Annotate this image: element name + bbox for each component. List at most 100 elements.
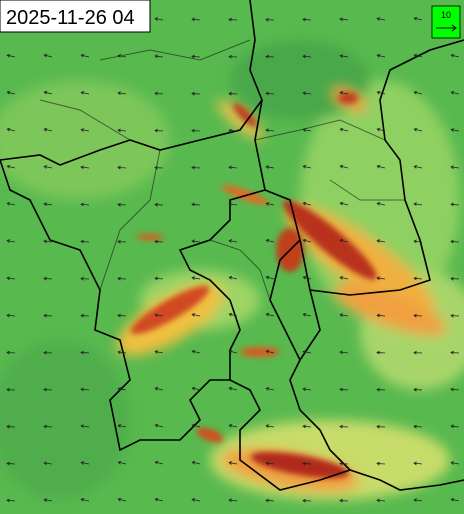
wind-arrow: [302, 498, 312, 503]
wind-arrow: [80, 165, 90, 170]
wind-arrow: [43, 165, 53, 169]
wind-arrow: [43, 127, 53, 132]
wind-arrow: [413, 350, 423, 355]
wind-arrow: [228, 312, 238, 317]
wind-arrow: [339, 498, 349, 503]
wind-arrow: [302, 54, 312, 59]
wind-arrow: [413, 90, 423, 95]
wind-arrow: [191, 313, 201, 317]
wind-arrow: [191, 498, 201, 502]
wind-arrow: [450, 424, 460, 429]
wind-arrow: [413, 239, 423, 244]
wind-arrow: [80, 276, 90, 281]
wind-arrow: [376, 127, 386, 132]
wind-arrow: [117, 313, 127, 318]
wind-arrow: [339, 387, 349, 392]
wind-arrow: [265, 461, 275, 466]
wind-arrow: [339, 201, 349, 206]
wind-arrow: [191, 386, 201, 391]
wind-arrow: [117, 460, 127, 465]
wind-arrow: [117, 54, 127, 58]
wind-arrow: [376, 201, 386, 206]
wind-arrow: [117, 424, 127, 428]
wind-arrow: [80, 202, 90, 207]
wind-arrow: [43, 90, 53, 95]
wind-arrow: [228, 17, 238, 22]
wind-arrow: [450, 165, 460, 170]
timestamp-box: [0, 0, 151, 33]
wind-arrow: [80, 90, 90, 95]
wind-arrow: [117, 387, 127, 391]
wind-arrow: [154, 423, 164, 428]
wind-arrow: [302, 350, 312, 354]
wind-arrow: [117, 239, 127, 244]
wind-arrow: [191, 17, 201, 22]
wind-arrow: [154, 17, 164, 21]
wind-arrow: [43, 313, 53, 318]
wind-arrow: [265, 238, 275, 243]
wind-arrow: [302, 201, 312, 206]
wind-arrow: [6, 90, 16, 95]
wind-arrow: [302, 17, 312, 22]
wind-arrow: [265, 54, 275, 59]
wind-arrow: [339, 17, 349, 22]
wind-arrow: [80, 53, 90, 58]
wind-arrow: [6, 164, 16, 169]
wind-arrow: [43, 239, 53, 244]
wind-arrow: [265, 165, 275, 169]
wind-arrow: [376, 424, 386, 429]
wind-arrow: [265, 17, 275, 22]
regional-borders: [39, 39, 405, 301]
wind-arrow: [339, 424, 349, 429]
wind-arrow: [117, 497, 127, 502]
wind-arrow: [228, 461, 238, 465]
wind-arrow: [450, 202, 460, 207]
wind-arrow: [228, 275, 238, 280]
wind-arrow: [302, 461, 312, 466]
wind-arrow: [43, 498, 53, 502]
wind-arrow: [413, 127, 423, 132]
wind-arrow: [154, 460, 164, 465]
wind-arrow: [302, 128, 312, 132]
wind-arrow: [265, 349, 275, 354]
wind-arrow: [154, 128, 164, 133]
wind-arrow: [265, 91, 275, 96]
wind-arrow: [228, 498, 238, 503]
wind-arrow: [191, 239, 201, 244]
wind-arrow: [265, 387, 275, 391]
wind-arrow: [6, 239, 16, 243]
wind-arrow: [450, 128, 460, 132]
wind-arrow: [191, 423, 201, 428]
wind-arrow: [43, 53, 53, 58]
wind-arrow: [450, 313, 460, 318]
wind-arrow: [376, 461, 386, 466]
wind-arrow: [117, 350, 127, 355]
wind-arrow: [339, 313, 349, 317]
wind-arrow: [302, 164, 312, 169]
wind-arrow: [302, 275, 312, 280]
wind-arrow: [43, 424, 53, 429]
wind-arrow: [6, 313, 16, 318]
wind-arrow: [413, 424, 423, 429]
wind-arrow: [154, 276, 164, 281]
wind-arrow: [302, 424, 312, 429]
wind-arrow: [228, 349, 238, 354]
timestamp: 2025-11-26 04: [6, 7, 135, 29]
wind-arrow: [450, 239, 460, 244]
wind-arrow: [191, 128, 201, 133]
legend-arrow: [436, 24, 457, 32]
legend-box: [431, 5, 461, 39]
wind-arrow: [154, 386, 164, 391]
wind-arrow: [265, 498, 275, 503]
wind-arrow: [265, 424, 275, 428]
wind-arrow: [413, 165, 423, 169]
wind-arrow: [413, 202, 423, 206]
wind-arrow: [413, 16, 423, 21]
wind-arrow: [117, 91, 127, 96]
wind-arrow: [154, 497, 164, 502]
wind-arrow: [339, 276, 349, 280]
wind-arrow: [154, 54, 164, 59]
wind-arrow: [450, 387, 460, 392]
wind-arrow: [376, 17, 386, 21]
wind-arrow: [191, 91, 201, 96]
